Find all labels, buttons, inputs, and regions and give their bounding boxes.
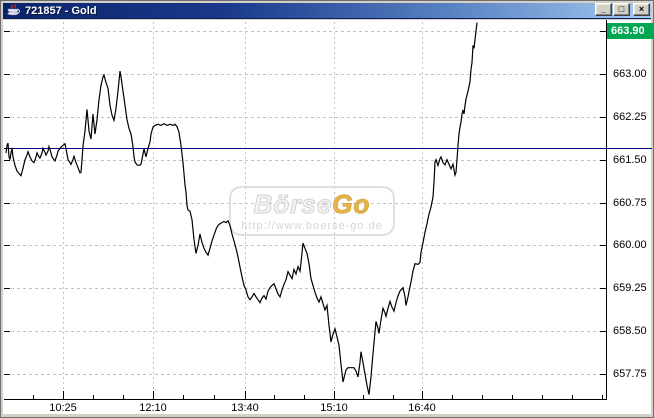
y-axis-label: 657.75	[613, 368, 647, 380]
window-controls: _ □ ×	[594, 3, 650, 16]
y-axis-label: 661.50	[613, 154, 647, 166]
y-axis-label: 658.50	[613, 325, 647, 337]
y-axis-label: 663.00	[613, 68, 647, 80]
window-title: 721857 - Gold	[25, 4, 97, 17]
y-axis-label: 660.00	[613, 239, 647, 251]
y-axis-label: 660.75	[613, 197, 647, 209]
x-axis-label: 15:10	[320, 402, 348, 414]
y-axis-label: 662.25	[613, 111, 647, 123]
title-bar[interactable]: 721857 - Gold	[3, 3, 651, 19]
x-axis-label: 12:10	[139, 402, 167, 414]
chart-area: BörseGo http://www.boerse-go.de 663.00 66…	[3, 20, 653, 416]
x-axis-label: 16:40	[408, 402, 436, 414]
minimize-button[interactable]: _	[595, 3, 612, 16]
y-axis-label: 659.25	[613, 282, 647, 294]
x-axis-label: 13:40	[231, 402, 259, 414]
chart-grid	[4, 20, 652, 400]
price-line-chart[interactable]	[3, 20, 653, 416]
close-button[interactable]: ×	[633, 3, 650, 16]
maximize-button[interactable]: □	[613, 3, 630, 16]
java-coffee-cup-icon	[5, 3, 21, 18]
current-price-badge: 663.90	[607, 23, 653, 39]
x-axis-label: 10:25	[49, 402, 77, 414]
